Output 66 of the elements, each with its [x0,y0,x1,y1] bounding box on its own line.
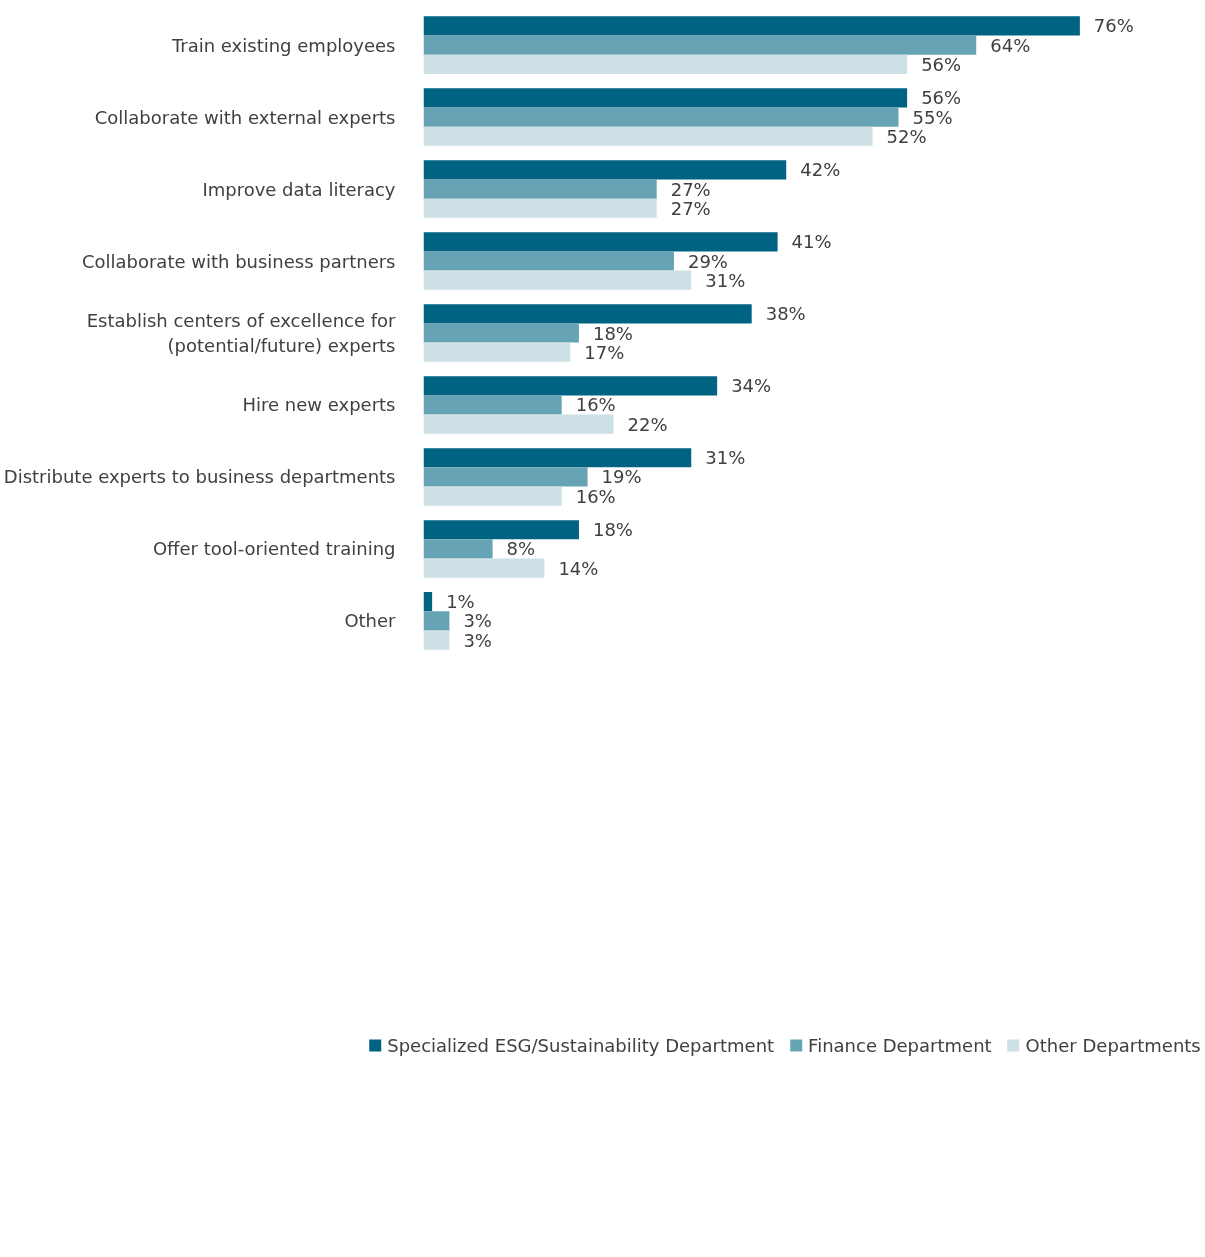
y-tick-label: Train existing employees [170,34,396,56]
legend-label: Specialized ESG/Sustainability Department [387,1034,775,1056]
bar [423,520,579,540]
bar [423,630,450,650]
data-label: 52% [886,125,927,147]
data-label: 34% [731,375,772,397]
data-label: 76% [1093,15,1134,37]
bar [423,376,718,396]
bar [423,88,908,108]
data-label: 3% [463,610,492,632]
y-tick-label: Offer tool-oriented training [152,538,396,560]
data-label: 1% [446,591,475,613]
bar [423,107,899,127]
data-label: 64% [990,34,1031,56]
bar [423,126,873,146]
data-label: 27% [670,178,711,200]
data-label: 16% [575,485,616,507]
y-tick-label: Other [344,610,397,632]
bar [423,251,674,271]
data-label: 31% [705,447,746,469]
bar [423,539,493,559]
bar [423,342,571,362]
data-label: 19% [601,466,642,488]
bar [423,611,450,631]
data-label: 18% [592,519,633,541]
data-label: 31% [705,269,746,291]
data-label: 16% [575,394,616,416]
bar [423,270,692,290]
data-label: 29% [687,250,728,272]
bar [423,486,562,506]
bar [423,232,778,252]
bar [423,179,657,199]
data-label: 8% [506,538,536,560]
bar [423,16,1080,36]
bar [423,304,752,324]
bar [423,323,579,343]
data-label: 22% [627,413,668,435]
y-tick-label: Collaborate with business partners [81,250,396,272]
data-label: 3% [463,629,492,651]
bar [423,448,692,468]
bar [423,395,562,415]
legend-label: Other Departments [1025,1034,1201,1056]
data-label: 14% [558,557,599,579]
y-tick-label: Hire new experts [242,394,396,416]
bar [423,592,433,612]
data-label: 38% [765,303,806,325]
data-label: 27% [670,197,711,219]
bar [423,160,787,180]
y-tick-label: Collaborate with external experts [94,106,396,128]
bar [423,198,657,218]
data-label: 17% [584,341,625,363]
data-label: 55% [912,106,953,128]
y-tick-label: Distribute experts to business departments [3,466,396,488]
data-label: 56% [921,87,962,109]
bar [423,467,588,487]
data-label: 42% [800,159,841,181]
bar [423,558,545,578]
data-label: 18% [592,322,633,344]
bar [423,35,977,55]
bar [423,414,614,434]
y-tick-label: Improve data literacy [202,178,396,200]
legend-label: Finance Department [808,1034,992,1056]
y-tick-label: Establish centers of excellence for (potential/future) experts [86,309,397,357]
bar [423,54,908,74]
data-label: 41% [791,231,832,253]
data-label: 56% [921,53,962,75]
